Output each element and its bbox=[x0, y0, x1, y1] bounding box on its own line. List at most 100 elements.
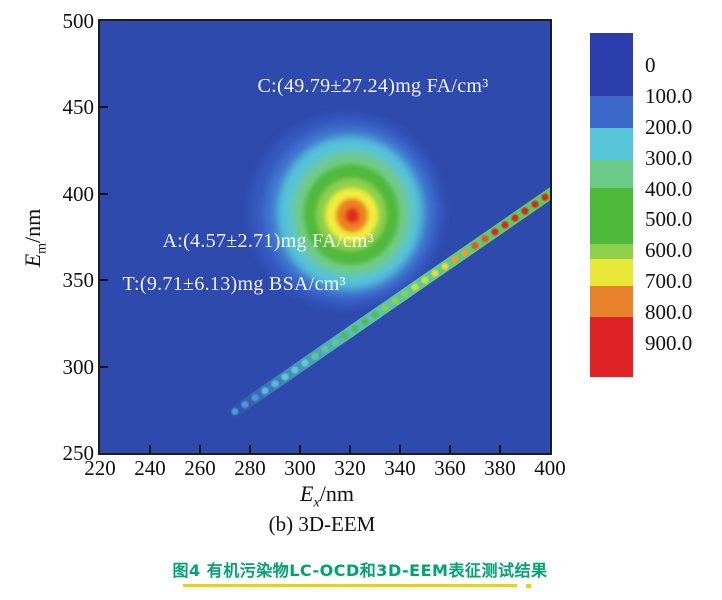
rayleigh-dot bbox=[531, 200, 539, 208]
peak-annotation-C: C:(49.79±27.24)mg FA/cm³ bbox=[257, 74, 489, 97]
rayleigh-dot bbox=[441, 262, 449, 270]
y-tick-label: 250 bbox=[62, 441, 95, 465]
x-tick-label: 240 bbox=[134, 456, 166, 480]
colorbar-label: 200.0 bbox=[645, 114, 693, 139]
y-axis-unit: /nm bbox=[20, 208, 45, 243]
x-axis-unit: /nm bbox=[319, 481, 354, 506]
rayleigh-dot bbox=[391, 297, 399, 305]
rayleigh-dot bbox=[291, 366, 299, 374]
rayleigh-dot bbox=[541, 193, 549, 201]
y-tick-mark bbox=[100, 192, 108, 195]
y-tick-label: 450 bbox=[62, 95, 95, 120]
rayleigh-dot bbox=[251, 394, 259, 402]
x-tick-mark bbox=[249, 445, 251, 453]
caption-underline-dot bbox=[526, 584, 531, 588]
rayleigh-dot bbox=[471, 242, 479, 250]
y-axis-subscript: m bbox=[34, 242, 50, 254]
peak-annotation-T: T:(9.71±6.13)mg BSA/cm³ bbox=[122, 273, 346, 296]
x-tick-label: 380 bbox=[484, 456, 516, 480]
colorbar-segment bbox=[590, 127, 633, 160]
x-tick-label: 320 bbox=[334, 456, 366, 480]
y-tick-mark bbox=[100, 279, 108, 282]
peak-contour-rings-inner bbox=[303, 164, 399, 265]
rayleigh-dot bbox=[271, 380, 279, 388]
rayleigh-dot bbox=[461, 248, 469, 257]
rayleigh-dot bbox=[331, 338, 339, 347]
rayleigh-dot bbox=[361, 318, 369, 326]
panel-label: (b) 3D-EEM bbox=[268, 512, 376, 536]
x-tick-mark bbox=[499, 445, 501, 453]
x-tick-label: 280 bbox=[234, 456, 266, 480]
rayleigh-dot bbox=[241, 401, 249, 409]
colorbar-segment bbox=[590, 187, 633, 245]
contour-ring-level-800 bbox=[345, 207, 360, 224]
rayleigh-dot bbox=[311, 352, 319, 360]
rayleigh-dot bbox=[401, 290, 409, 298]
x-tick-mark bbox=[399, 445, 401, 453]
figure-caption: 图4 有机污染物LC-OCD和3D-EEM表征测试结果 bbox=[172, 561, 548, 580]
x-tick-label: 260 bbox=[184, 456, 216, 480]
colorbar-labels: 0 100.0 200.0 300.0 400.0 500.0 600.0 700.0 800.… bbox=[645, 33, 720, 377]
y-tick-label: 400 bbox=[62, 181, 95, 206]
rayleigh-dot bbox=[521, 207, 529, 215]
colorbar-label: 500.0 bbox=[645, 207, 693, 232]
rayleigh-dot bbox=[431, 269, 439, 277]
rayleigh-scatter-dots bbox=[231, 193, 549, 416]
colorbar-segment bbox=[590, 33, 633, 97]
x-axis-subscript: x bbox=[313, 495, 320, 511]
rayleigh-dot bbox=[371, 311, 379, 319]
x-axis-title: Ex/nm bbox=[267, 481, 387, 511]
x-tick-mark bbox=[449, 445, 451, 453]
rayleigh-dot bbox=[411, 283, 419, 291]
colorbar-segment bbox=[590, 159, 633, 188]
y-tick-mark bbox=[100, 106, 108, 109]
rayleigh-dot bbox=[451, 255, 459, 264]
rayleigh-dot bbox=[381, 304, 389, 312]
rayleigh-dot bbox=[491, 228, 499, 236]
rayleigh-dot bbox=[341, 331, 349, 340]
colorbar-label: 100.0 bbox=[645, 83, 693, 108]
caption-underline bbox=[183, 584, 517, 587]
eem-plot-area: C:(49.79±27.24)mg FA/cm³ A:(4.57±2.71)mg … bbox=[98, 19, 552, 455]
rayleigh-dot bbox=[321, 345, 329, 353]
rayleigh-dot bbox=[501, 221, 509, 229]
colorbar-label: 600.0 bbox=[645, 238, 693, 263]
y-tick-label: 500 bbox=[62, 9, 95, 33]
colorbar-label: 300.0 bbox=[645, 145, 693, 170]
y-tick-label: 300 bbox=[62, 354, 95, 379]
rayleigh-dot bbox=[281, 373, 289, 381]
colorbar-label: 0 bbox=[645, 53, 656, 77]
colorbar-segment bbox=[590, 259, 633, 287]
x-tick-mark bbox=[199, 445, 201, 453]
colorbar-label: 400.0 bbox=[645, 176, 693, 201]
rayleigh-dot bbox=[351, 324, 359, 333]
y-tick-label: 350 bbox=[62, 268, 95, 293]
y-axis-letter: E bbox=[20, 253, 45, 268]
rayleigh-dot bbox=[481, 235, 489, 243]
rayleigh-dot bbox=[231, 407, 239, 416]
rayleigh-dot bbox=[261, 387, 269, 395]
x-tick-mark bbox=[299, 445, 301, 453]
rayleigh-dot bbox=[301, 359, 309, 367]
rayleigh-dot bbox=[421, 276, 429, 284]
x-tick-label: 220 bbox=[84, 456, 116, 480]
colorbar-segment bbox=[590, 244, 633, 260]
peak-annotation-A: A:(4.57±2.71)mg FA/cm³ bbox=[162, 230, 375, 253]
colorbar-segment bbox=[590, 316, 633, 377]
x-tick-label: 360 bbox=[434, 456, 466, 480]
colorbar bbox=[590, 33, 633, 377]
x-tick-mark bbox=[349, 445, 351, 453]
x-tick-label: 340 bbox=[384, 456, 416, 480]
y-tick-mark bbox=[100, 365, 108, 368]
colorbar-label: 900.0 bbox=[645, 331, 693, 355]
colorbar-segment bbox=[590, 286, 633, 317]
x-axis-letter: E bbox=[300, 481, 314, 506]
x-tick-mark bbox=[149, 445, 151, 453]
x-tick-label: 400 bbox=[534, 456, 566, 480]
colorbar-segment bbox=[590, 96, 633, 128]
eem-contour-canvas bbox=[224, 114, 550, 421]
x-tick-label: 300 bbox=[284, 456, 316, 480]
rayleigh-dot bbox=[511, 214, 519, 222]
colorbar-label: 700.0 bbox=[645, 269, 693, 294]
